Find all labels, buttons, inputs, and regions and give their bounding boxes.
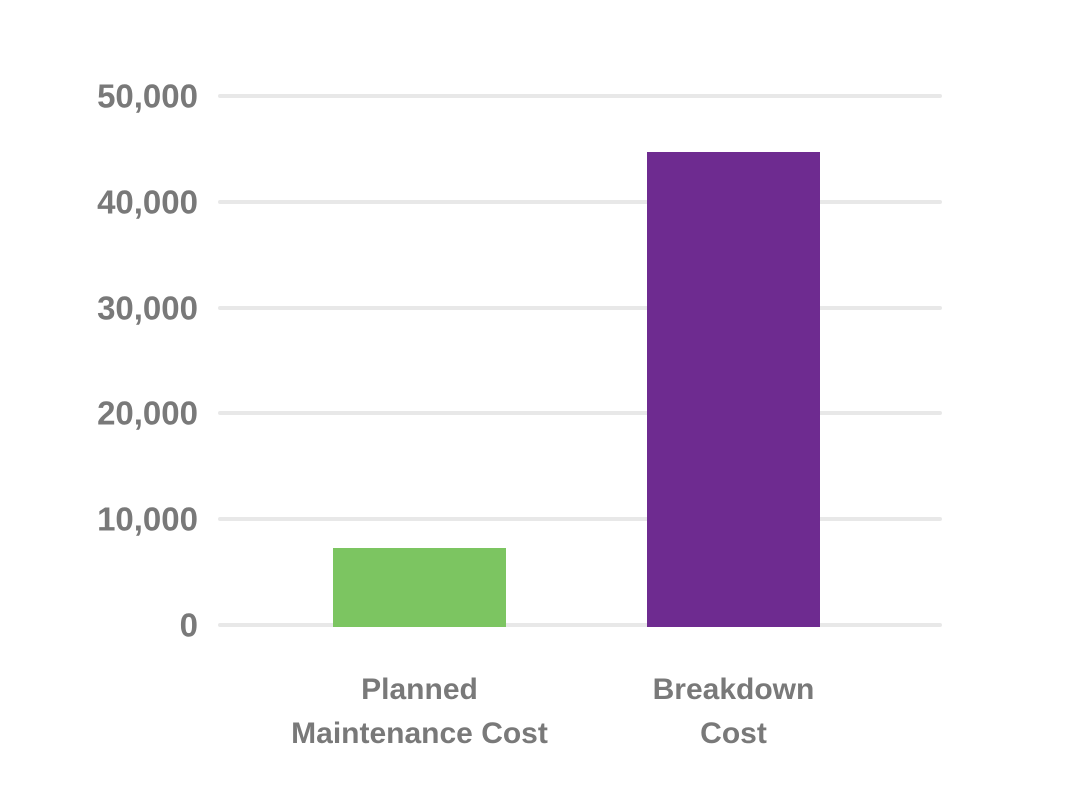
category-label-breakdown-cost: Breakdown Cost — [554, 668, 914, 756]
category-label-line: Breakdown — [652, 673, 815, 706]
gridline — [218, 305, 942, 310]
bar-planned-maintenance-cost — [333, 547, 506, 627]
bar-breakdown-cost — [647, 152, 820, 627]
gridline — [218, 411, 942, 416]
y-axis-tick-label: 30,000 — [97, 289, 198, 327]
y-axis-tick-label: 10,000 — [97, 500, 198, 538]
category-label-line: Cost — [700, 717, 767, 750]
y-axis-tick-label: 0 — [179, 606, 198, 644]
category-label-line: Maintenance Cost — [291, 717, 548, 750]
gridline — [218, 517, 942, 522]
y-axis-tick-label: 40,000 — [97, 183, 198, 221]
gridline — [218, 94, 942, 98]
y-axis-tick-label: 50,000 — [97, 77, 198, 115]
y-axis-tick-label: 20,000 — [97, 394, 198, 432]
category-label-line: Planned — [361, 673, 478, 706]
gridline — [218, 623, 942, 627]
plot-area — [218, 94, 942, 627]
gridline — [218, 199, 942, 204]
category-label-planned-maintenance-cost: Planned Maintenance Cost — [240, 668, 600, 756]
